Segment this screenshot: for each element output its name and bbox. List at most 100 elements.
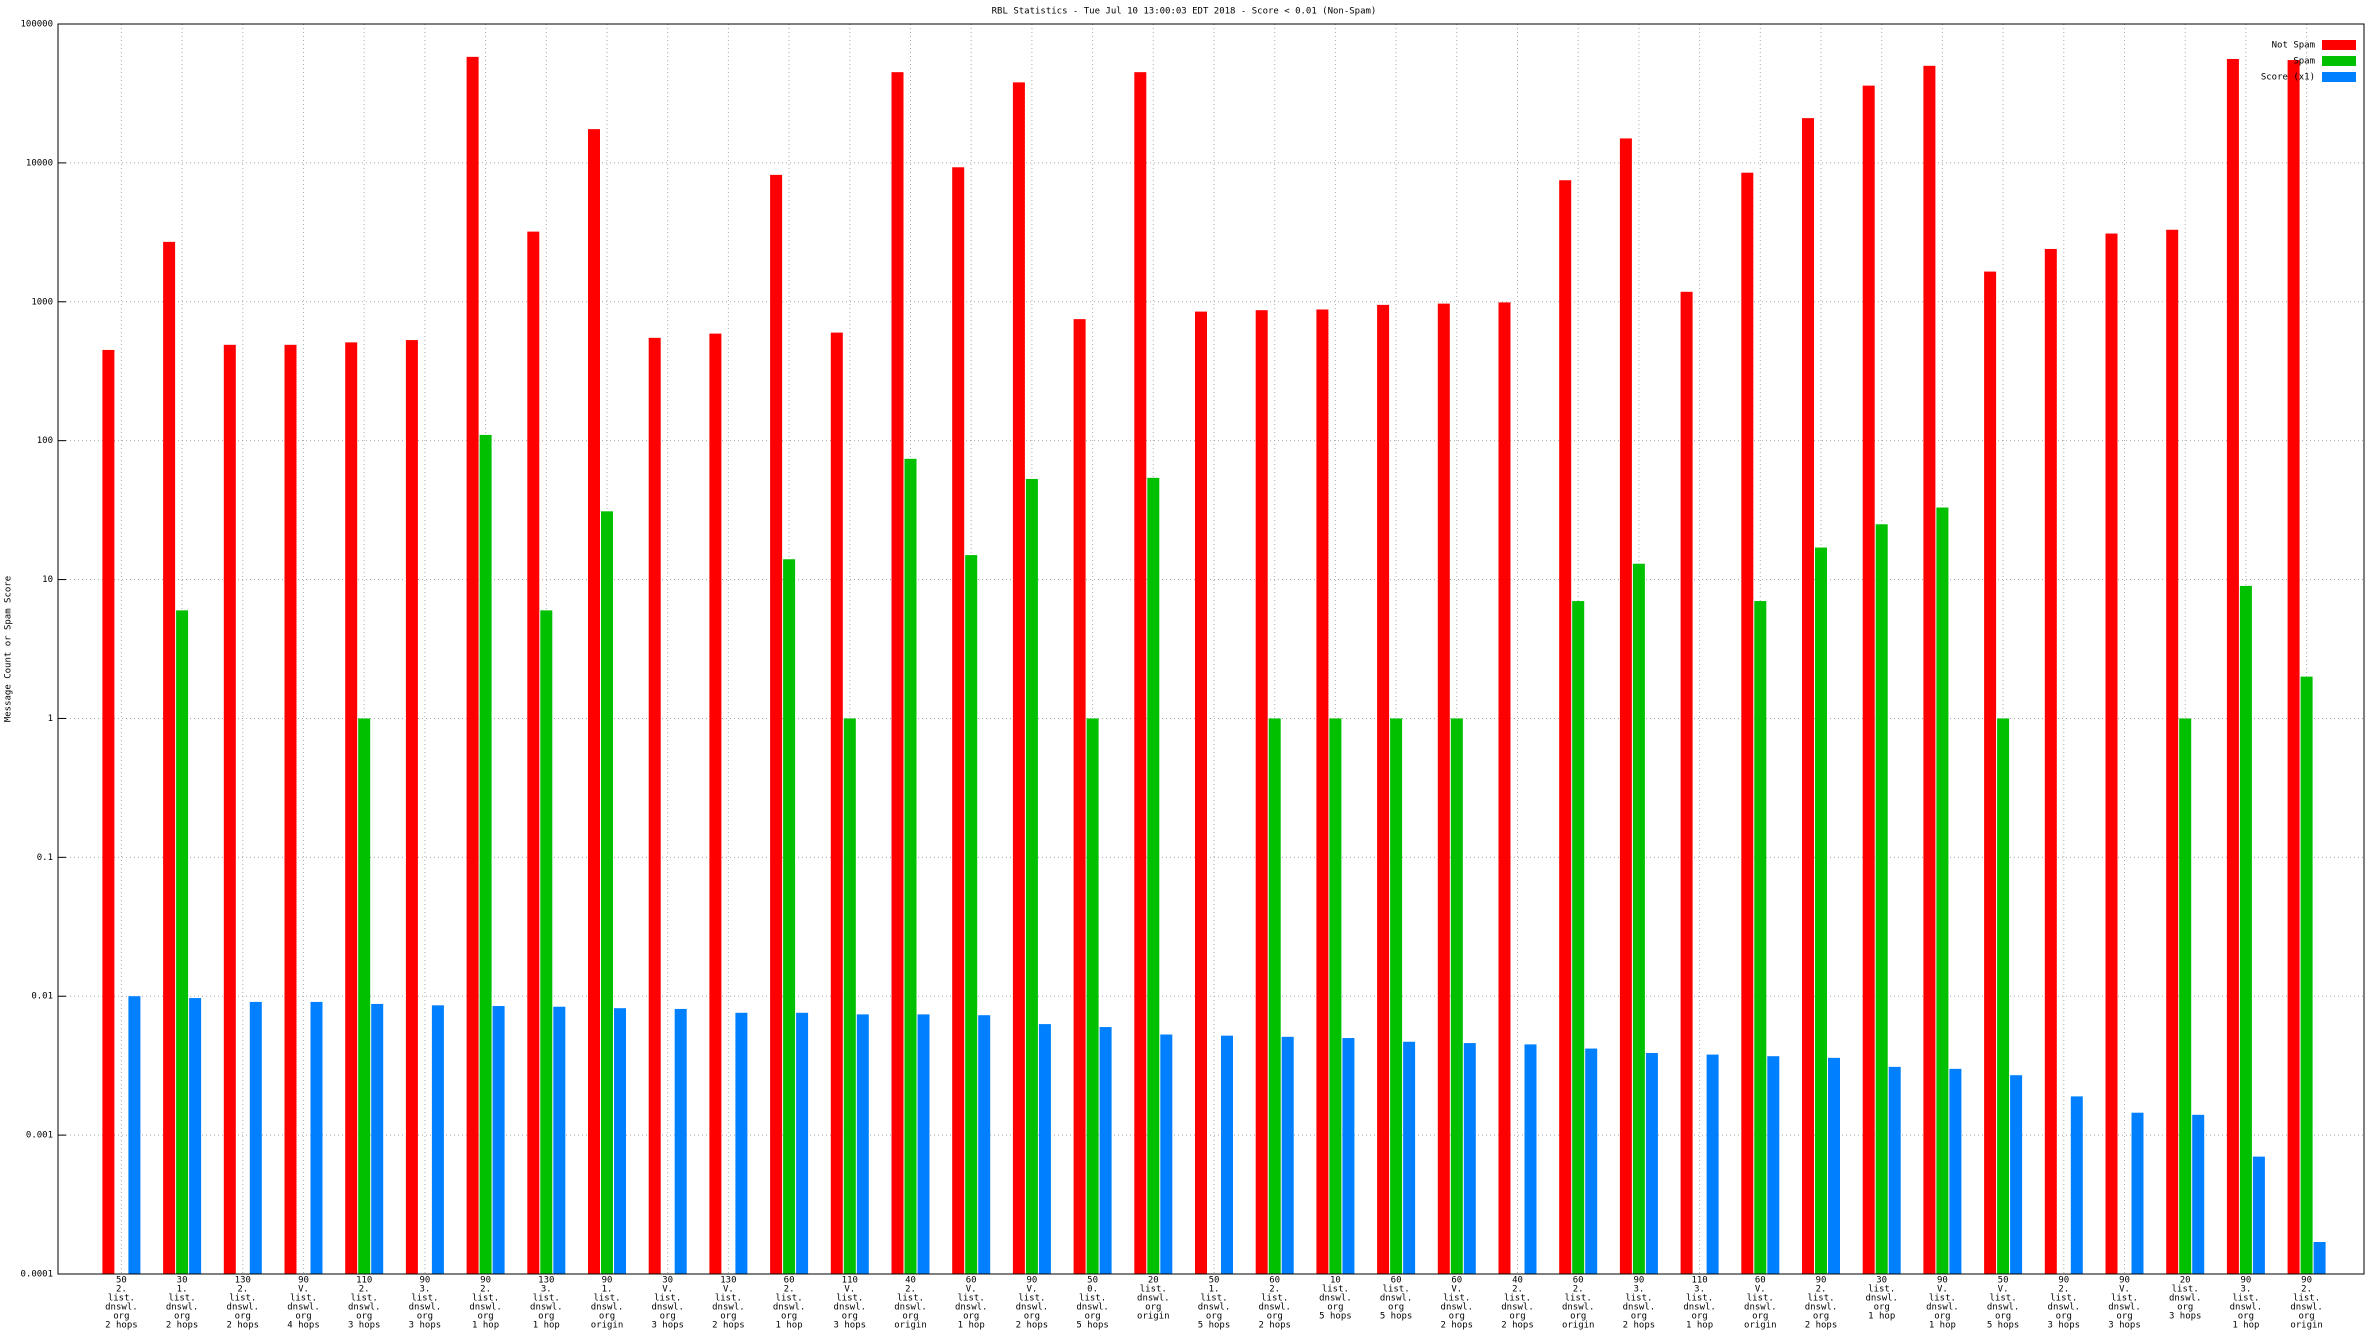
x-tick-label: V. — [1998, 1285, 2009, 1295]
x-tick-label: 90 — [2058, 1276, 2069, 1286]
x-tick-label: dnswl. — [1137, 1294, 1170, 1304]
x-tick-label: V. — [1755, 1285, 1766, 1295]
x-tick-label: 60 — [1269, 1276, 1280, 1286]
x-tick-label: 130 — [720, 1276, 736, 1286]
bar — [735, 1012, 748, 1274]
bar — [1862, 85, 1875, 1275]
x-tick-label: 2 hops — [227, 1321, 260, 1331]
x-tick-label: list. — [2050, 1294, 2077, 1304]
x-tick-label: 60 — [1451, 1276, 1462, 1286]
bar — [1767, 1056, 1780, 1274]
x-tick-label: dnswl. — [1380, 1294, 1413, 1304]
bar — [2070, 1096, 2083, 1274]
x-tick-label: 1 hop — [958, 1321, 985, 1331]
x-tick-label: org — [1874, 1303, 1890, 1313]
x-tick-label: 20 — [2180, 1276, 2191, 1286]
x-tick-label: 90 — [1816, 1276, 1827, 1286]
x-tick-label: 2. — [1816, 1285, 1827, 1295]
bar — [1403, 1041, 1416, 1274]
x-tick-label: org — [1570, 1312, 1586, 1322]
bar — [1255, 310, 1268, 1275]
x-tick-label: 2 hops — [1623, 1321, 1656, 1331]
x-tick-label: 1 hop — [1686, 1321, 1713, 1331]
x-tick-label: org — [2298, 1312, 2314, 1322]
x-tick-label: 1 hop — [472, 1321, 499, 1331]
x-tick-label: dnswl. — [166, 1303, 199, 1313]
x-tick-label: list. — [2232, 1294, 2259, 1304]
x-tick-label: 2. — [359, 1285, 370, 1295]
x-tick-label: 90 — [2240, 1276, 2251, 1286]
x-tick-label: V. — [844, 1285, 855, 1295]
x-tick-label: org — [1631, 1312, 1647, 1322]
x-tick-label: origin — [1137, 1312, 1170, 1322]
x-tick-label: 90 — [419, 1276, 430, 1286]
x-tick-label: org — [1327, 1303, 1343, 1313]
x-tick-label: 5 hops — [1319, 1312, 1352, 1322]
x-tick-label: list. — [2111, 1294, 2138, 1304]
bar — [843, 718, 856, 1274]
bar — [102, 349, 115, 1274]
x-tick-label: 1 hop — [1868, 1312, 1895, 1322]
x-tick-label: org — [1084, 1312, 1100, 1322]
bar — [1073, 319, 1086, 1274]
x-tick-label: dnswl. — [2048, 1303, 2081, 1313]
y-tick-label: 10000 — [26, 158, 53, 168]
x-tick-label: org — [235, 1312, 251, 1322]
bar — [405, 340, 418, 1275]
x-tick-label: 1. — [1209, 1285, 1220, 1295]
x-tick-label: list. — [290, 1294, 317, 1304]
bar — [1949, 1068, 1962, 1274]
bar — [431, 1005, 444, 1274]
bar — [1025, 478, 1038, 1274]
x-tick-label: org — [781, 1312, 797, 1322]
bar — [1585, 1048, 1598, 1274]
bar — [1936, 507, 1949, 1274]
x-tick-label: 3 hops — [348, 1321, 381, 1331]
bar — [1984, 271, 1997, 1275]
x-tick-label: org — [1691, 1312, 1707, 1322]
x-tick-label: list. — [593, 1294, 620, 1304]
x-tick-label: 110 — [356, 1276, 372, 1286]
x-tick-label: 3. — [419, 1285, 430, 1295]
x-tick-label: list. — [1625, 1294, 1652, 1304]
x-tick-label: list. — [229, 1294, 256, 1304]
x-tick-label: 90 — [298, 1276, 309, 1286]
x-tick-label: 3 hops — [2169, 1312, 2202, 1322]
bar — [1754, 601, 1767, 1274]
y-tick-label: 100000 — [20, 20, 53, 30]
x-tick-label: list. — [169, 1294, 196, 1304]
y-tick-label: 0.0001 — [20, 1270, 53, 1280]
x-tick-label: dnswl. — [1926, 1303, 1959, 1313]
legend-swatch — [2322, 72, 2356, 82]
x-tick-label: org — [902, 1312, 918, 1322]
x-tick-label: 130 — [235, 1276, 251, 1286]
bar — [2131, 1112, 2144, 1274]
x-tick-label: org — [356, 1312, 372, 1322]
bar — [1012, 82, 1025, 1274]
x-tick-label: list. — [776, 1294, 803, 1304]
x-tick-label: 40 — [905, 1276, 916, 1286]
x-tick-label: 90 — [1633, 1276, 1644, 1286]
bar — [1741, 172, 1754, 1275]
x-tick-label: 2. — [1573, 1285, 1584, 1295]
bar — [1888, 1066, 1901, 1274]
bar — [1997, 718, 2010, 1274]
x-tick-label: 2 hops — [1441, 1321, 1474, 1331]
x-tick-label: 1. — [602, 1285, 613, 1295]
bar — [1706, 1054, 1719, 1274]
x-tick-label: 130 — [538, 1276, 554, 1286]
x-tick-label: 4 hops — [287, 1321, 320, 1331]
legend-swatch — [2322, 56, 2356, 66]
x-tick-label: dnswl. — [287, 1303, 320, 1313]
x-tick-label: dnswl. — [1562, 1303, 1595, 1313]
x-tick-label: list. — [411, 1294, 438, 1304]
x-tick-label: org — [295, 1312, 311, 1322]
x-tick-label: 60 — [966, 1276, 977, 1286]
x-tick-label: list. — [836, 1294, 863, 1304]
x-tick-label: dnswl. — [591, 1303, 624, 1313]
y-axis-label: Message Count or Spam Score — [4, 576, 14, 722]
bar — [553, 1006, 566, 1274]
x-tick-label: org — [174, 1312, 190, 1322]
x-tick-label: V. — [1451, 1285, 1462, 1295]
x-tick-label: org — [2056, 1312, 2072, 1322]
